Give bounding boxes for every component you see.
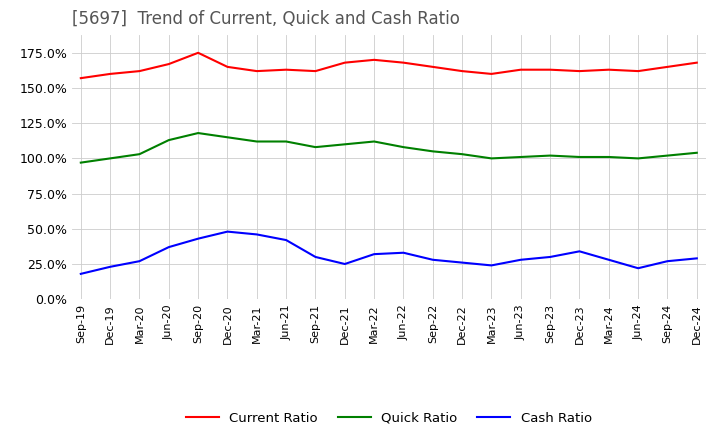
- Cash Ratio: [253, 232, 261, 237]
- Quick Ratio: [575, 154, 584, 160]
- Cash Ratio: [428, 257, 437, 262]
- Current Ratio: [341, 60, 349, 65]
- Current Ratio: [399, 60, 408, 65]
- Cash Ratio: [605, 257, 613, 262]
- Current Ratio: [164, 62, 173, 67]
- Cash Ratio: [194, 236, 202, 241]
- Current Ratio: [106, 71, 114, 77]
- Quick Ratio: [194, 130, 202, 136]
- Quick Ratio: [76, 160, 85, 165]
- Quick Ratio: [223, 135, 232, 140]
- Current Ratio: [370, 57, 379, 62]
- Current Ratio: [223, 64, 232, 70]
- Quick Ratio: [399, 144, 408, 150]
- Quick Ratio: [341, 142, 349, 147]
- Quick Ratio: [106, 156, 114, 161]
- Current Ratio: [487, 71, 496, 77]
- Quick Ratio: [663, 153, 672, 158]
- Quick Ratio: [516, 154, 525, 160]
- Quick Ratio: [693, 150, 701, 155]
- Current Ratio: [194, 50, 202, 55]
- Cash Ratio: [341, 261, 349, 267]
- Quick Ratio: [634, 156, 642, 161]
- Current Ratio: [693, 60, 701, 65]
- Current Ratio: [605, 67, 613, 72]
- Quick Ratio: [428, 149, 437, 154]
- Cash Ratio: [458, 260, 467, 265]
- Current Ratio: [575, 69, 584, 74]
- Cash Ratio: [164, 245, 173, 250]
- Cash Ratio: [634, 266, 642, 271]
- Current Ratio: [546, 67, 554, 72]
- Quick Ratio: [164, 137, 173, 143]
- Cash Ratio: [76, 271, 85, 276]
- Legend: Current Ratio, Quick Ratio, Cash Ratio: Current Ratio, Quick Ratio, Cash Ratio: [181, 406, 597, 430]
- Cash Ratio: [487, 263, 496, 268]
- Quick Ratio: [370, 139, 379, 144]
- Cash Ratio: [282, 238, 290, 243]
- Cash Ratio: [516, 257, 525, 262]
- Current Ratio: [253, 69, 261, 74]
- Current Ratio: [634, 69, 642, 74]
- Cash Ratio: [693, 256, 701, 261]
- Cash Ratio: [575, 249, 584, 254]
- Text: [5697]  Trend of Current, Quick and Cash Ratio: [5697] Trend of Current, Quick and Cash …: [72, 10, 460, 28]
- Cash Ratio: [106, 264, 114, 269]
- Current Ratio: [282, 67, 290, 72]
- Current Ratio: [458, 69, 467, 74]
- Quick Ratio: [605, 154, 613, 160]
- Cash Ratio: [311, 254, 320, 260]
- Line: Current Ratio: Current Ratio: [81, 53, 697, 78]
- Quick Ratio: [135, 151, 144, 157]
- Cash Ratio: [135, 259, 144, 264]
- Cash Ratio: [399, 250, 408, 255]
- Quick Ratio: [311, 144, 320, 150]
- Quick Ratio: [458, 151, 467, 157]
- Current Ratio: [428, 64, 437, 70]
- Current Ratio: [135, 69, 144, 74]
- Quick Ratio: [487, 156, 496, 161]
- Cash Ratio: [370, 252, 379, 257]
- Cash Ratio: [546, 254, 554, 260]
- Current Ratio: [311, 69, 320, 74]
- Cash Ratio: [663, 259, 672, 264]
- Quick Ratio: [253, 139, 261, 144]
- Current Ratio: [76, 76, 85, 81]
- Line: Cash Ratio: Cash Ratio: [81, 231, 697, 274]
- Quick Ratio: [282, 139, 290, 144]
- Current Ratio: [516, 67, 525, 72]
- Current Ratio: [663, 64, 672, 70]
- Quick Ratio: [546, 153, 554, 158]
- Cash Ratio: [223, 229, 232, 234]
- Line: Quick Ratio: Quick Ratio: [81, 133, 697, 163]
